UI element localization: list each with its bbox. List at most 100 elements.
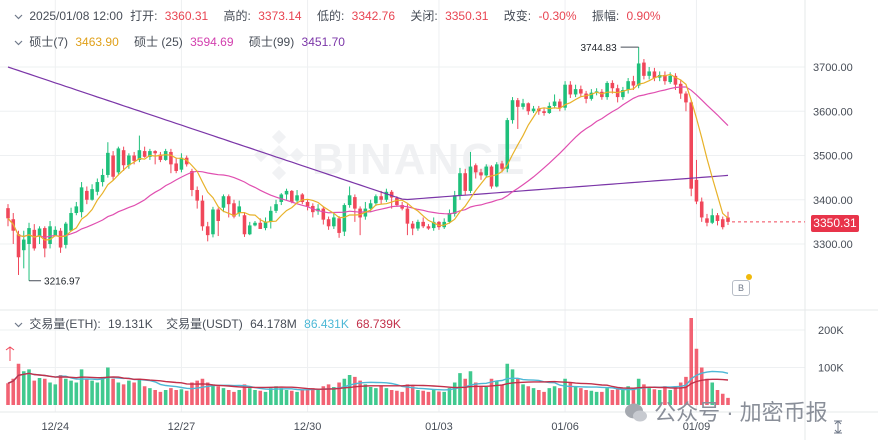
candle-body (647, 71, 651, 76)
volume-bar (468, 371, 473, 405)
candle-body (48, 226, 52, 244)
volume-bar (694, 348, 699, 405)
volume-bar (27, 369, 31, 405)
volume-bar (326, 384, 331, 405)
y-tick-label: 3500.00 (813, 151, 853, 163)
y-tick-label: 3400.00 (813, 195, 853, 207)
volume-bar (100, 376, 105, 405)
volume-legend: 交易量(ETH): 19.131K 交易量(USDT) 64.178M 86.4… (14, 317, 405, 331)
volume-bar (305, 389, 310, 405)
candle-body (368, 203, 373, 209)
candle-body (531, 108, 536, 112)
candle-body (153, 151, 157, 154)
volume-bar (21, 371, 26, 405)
volume-bar (374, 388, 378, 405)
volume-bar (715, 390, 720, 405)
volume-usdt-value: 64.178M (250, 317, 297, 331)
volume-bar (515, 378, 520, 405)
volume-bar (142, 386, 147, 405)
candle-body (589, 92, 594, 99)
x-tick-label: 12/30 (294, 421, 322, 433)
candle-body (342, 205, 347, 232)
volume-bar (699, 367, 704, 405)
volume-bar (69, 380, 73, 405)
volume-bar (179, 389, 184, 405)
candle-body (290, 190, 294, 202)
volume-bar (400, 391, 404, 405)
candle-body (431, 221, 436, 229)
volume-tick-label: 200K (818, 325, 844, 337)
volume-bar (274, 386, 278, 405)
volume-bar (200, 378, 205, 405)
volume-bar (663, 386, 667, 405)
volume-bar (37, 378, 42, 405)
min-price-label: 3216.97 (44, 277, 81, 288)
volume-bar (642, 384, 646, 405)
volume-bar (689, 318, 693, 405)
candle-body (563, 84, 567, 108)
candle-body (421, 221, 425, 227)
volume-ma2-value: 68.739K (356, 317, 401, 331)
volume-bar (621, 390, 625, 405)
chevron-down-icon[interactable] (14, 35, 23, 49)
candle-body (505, 120, 510, 169)
volume-bar (358, 380, 362, 405)
volume-toggle-icon[interactable] (4, 346, 16, 362)
x-tick-label: 12/24 (42, 421, 70, 433)
volume-bar (526, 386, 531, 405)
volume-bar (132, 382, 136, 405)
candle-body (174, 163, 178, 171)
volume-bar (437, 391, 441, 405)
volume-bar (668, 390, 672, 405)
candle-body (142, 151, 147, 157)
candle-body (673, 75, 678, 85)
ma99-value: 3451.70 (301, 35, 345, 49)
candle-body (526, 103, 531, 112)
volume-ma1-value: 86.431K (304, 317, 349, 331)
low-label: 低的: (316, 9, 345, 23)
amplitude-label: 振幅: (591, 9, 620, 23)
ma25-label: 硕士 (25) (134, 35, 183, 49)
wechat-icon (624, 402, 648, 424)
volume-bar (521, 384, 525, 405)
chevron-down-icon[interactable] (14, 317, 23, 331)
volume-bar (463, 378, 468, 405)
volume-bar (295, 391, 299, 405)
volume-bar (678, 382, 683, 405)
candle-body (489, 166, 494, 187)
volume-bar (226, 390, 231, 405)
volume-bar (384, 388, 389, 405)
candle-body (636, 63, 641, 86)
volume-bars (6, 318, 730, 405)
volume-bar (605, 388, 609, 405)
volume-bar (85, 378, 89, 405)
volume-bar (247, 388, 252, 405)
chevron-down-icon[interactable] (14, 9, 23, 23)
scale-toggle-icon[interactable] (832, 420, 844, 434)
candle-body (158, 154, 163, 160)
candle-body (353, 197, 357, 209)
candle-body (148, 151, 152, 157)
volume-bar (169, 388, 173, 405)
indicator-icon[interactable]: B (732, 280, 750, 296)
candle-body (715, 215, 720, 221)
candle-body (300, 194, 305, 202)
volume-bar (426, 391, 431, 405)
max-price-label: 3744.83 (581, 43, 618, 54)
volume-eth-value: 19.131K (108, 317, 153, 331)
candle-body (27, 228, 31, 244)
candle-body (74, 206, 79, 214)
candle-body (479, 172, 483, 176)
volume-bar (600, 391, 604, 405)
candle-body (216, 209, 221, 221)
candle-body (295, 195, 299, 201)
candle-body (395, 197, 399, 206)
close-value: 3350.31 (445, 9, 489, 23)
y-tick-label: 3600.00 (813, 106, 853, 118)
volume-bar (58, 375, 63, 405)
candle-body (190, 170, 194, 191)
candle-body (452, 195, 457, 214)
volume-bar (321, 386, 326, 405)
volume-bar (584, 390, 588, 405)
